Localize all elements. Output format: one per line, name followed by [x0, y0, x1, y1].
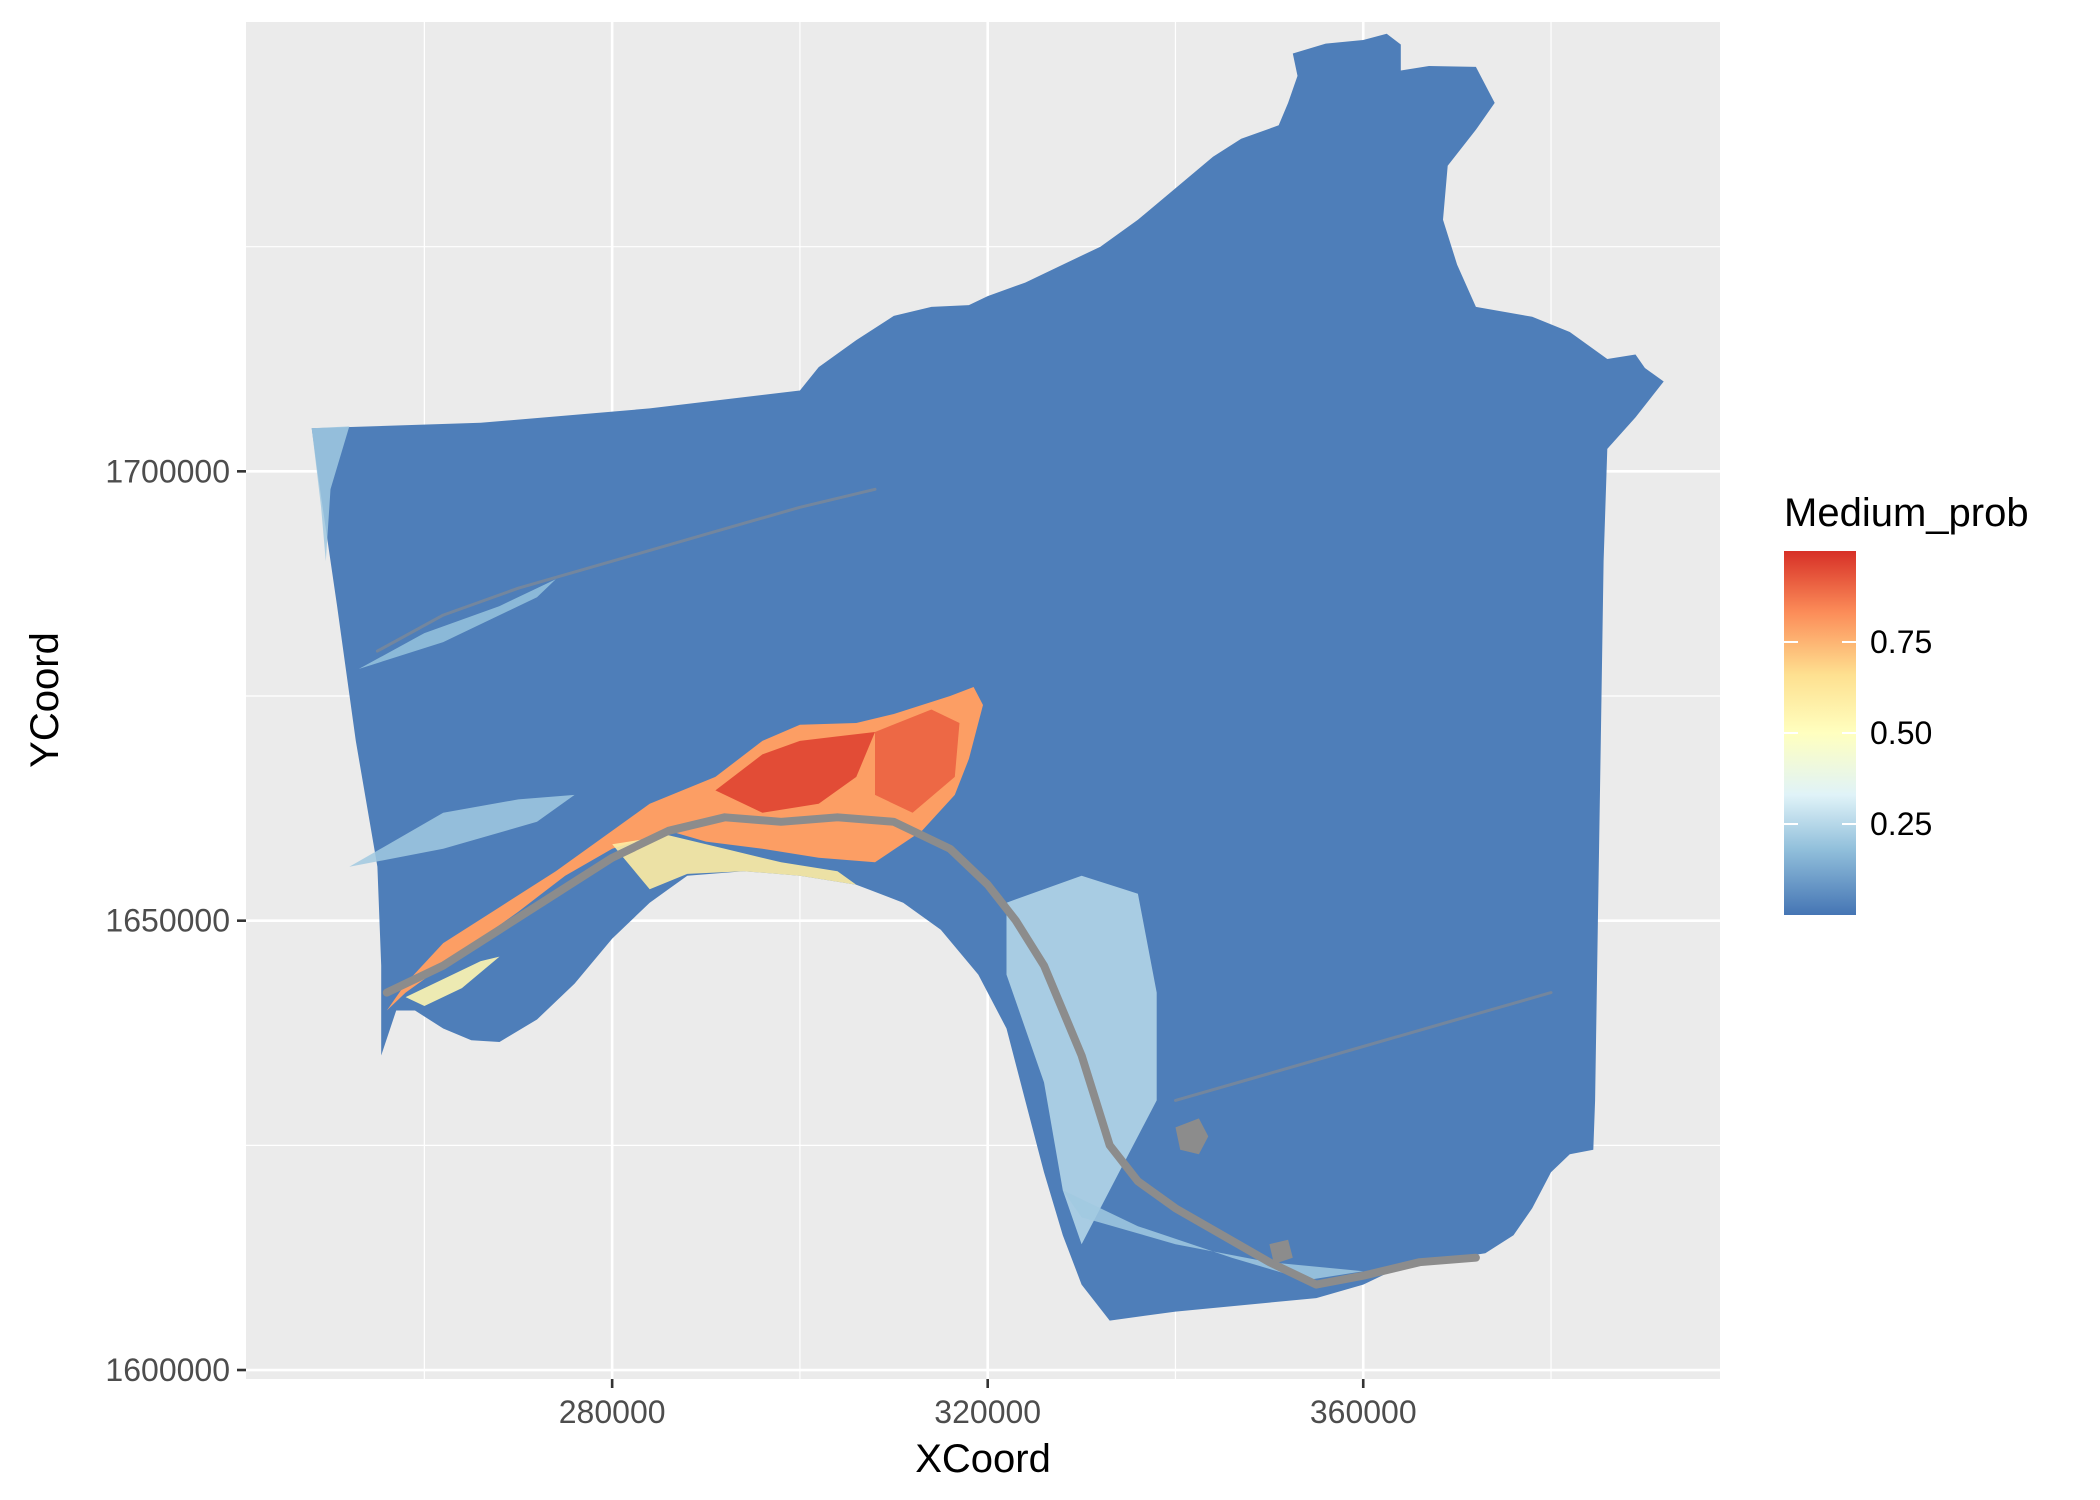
x-tick-label: 280000 — [559, 1394, 666, 1430]
low-probability-patch — [1062, 1190, 1364, 1281]
y-tick-label: 1650000 — [105, 903, 230, 939]
high-probability-patch — [715, 732, 875, 813]
mid-probability-patch — [612, 835, 857, 890]
mid-probability-patch — [405, 956, 500, 1006]
x-axis-title: XCoord — [915, 1437, 1051, 1481]
river-line — [382, 813, 1480, 1289]
x-axis: 280000 320000 360000 — [559, 1379, 1417, 1430]
legend-break-label: 0.25 — [1870, 806, 1932, 842]
river-line — [1174, 991, 1553, 1102]
y-axis-title: YCoord — [23, 632, 67, 768]
map-layer — [311, 33, 1664, 1321]
low-probability-patch — [349, 794, 575, 867]
study-area-region — [311, 33, 1664, 1321]
lake-shape — [1175, 1118, 1209, 1155]
x-tick-label: 360000 — [1310, 1394, 1417, 1430]
low-probability-patch — [358, 579, 556, 669]
low-probability-patch — [311, 426, 350, 562]
x-tick-label: 320000 — [934, 1394, 1041, 1430]
y-axis: 1600000 1650000 1700000 — [105, 453, 246, 1388]
legend-break-label: 0.50 — [1870, 715, 1932, 751]
y-tick-label: 1700000 — [105, 453, 230, 489]
legend-break-label: 0.75 — [1870, 624, 1932, 660]
lake-shape — [1269, 1239, 1293, 1264]
high-probability-patch — [875, 709, 960, 813]
y-tick-label: 1600000 — [105, 1352, 230, 1388]
river-line — [375, 487, 877, 653]
legend-ticks: 0.25 0.50 0.75 — [1784, 624, 1932, 842]
legend-title: Medium_prob — [1784, 491, 2029, 535]
legend: Medium_prob 0.25 0.50 0.75 — [1784, 491, 2029, 915]
